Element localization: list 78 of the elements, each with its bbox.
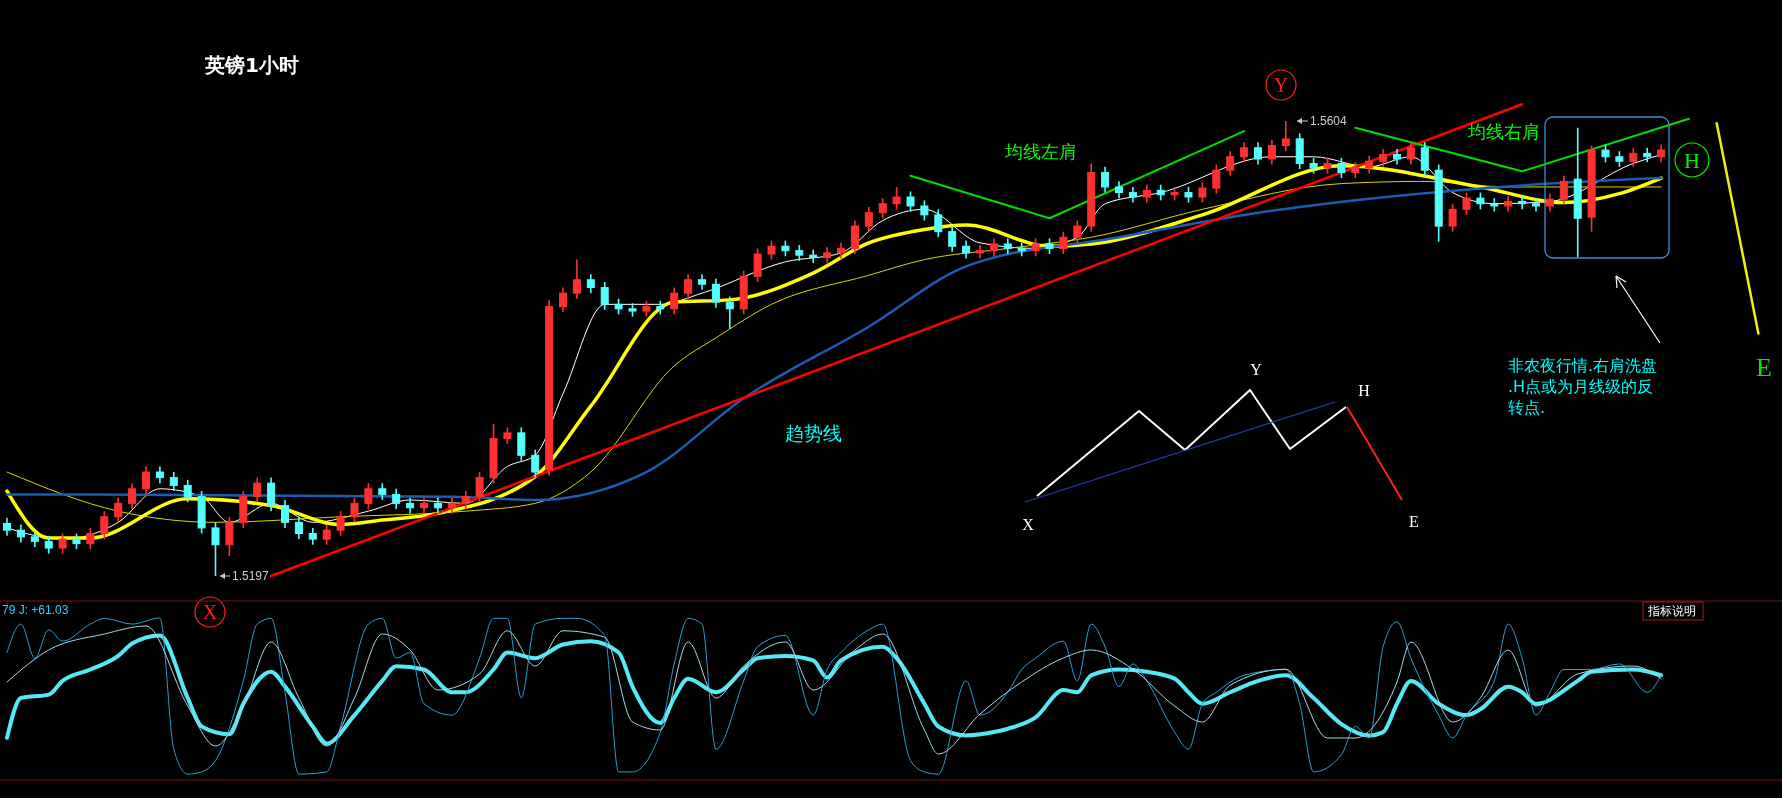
candlestick bbox=[1240, 141, 1249, 164]
text: Y bbox=[1273, 74, 1289, 96]
candlestick bbox=[1073, 219, 1082, 244]
candlestick bbox=[753, 247, 762, 283]
candlestick bbox=[1559, 174, 1568, 206]
annotation: X bbox=[1022, 516, 1035, 533]
candlestick bbox=[1281, 120, 1290, 152]
candlestick bbox=[350, 496, 359, 524]
candlestick bbox=[711, 277, 720, 309]
candlestick bbox=[1448, 202, 1457, 233]
candlestick bbox=[586, 273, 595, 294]
candlestick bbox=[281, 499, 289, 529]
candlestick bbox=[809, 248, 818, 264]
annotation: X bbox=[202, 601, 218, 623]
candlestick bbox=[684, 273, 693, 300]
annotation: H bbox=[1358, 382, 1371, 399]
candlestick bbox=[864, 206, 873, 233]
annotation: 非农夜行情.右肩洗盘.H点或为月线级的反转点. bbox=[1508, 356, 1658, 417]
candlestick bbox=[1226, 150, 1235, 177]
annotation: 1.5604 bbox=[1310, 114, 1348, 128]
candlestick bbox=[517, 426, 526, 462]
annotation: 趋势线 bbox=[785, 422, 842, 444]
annotation: 均线左肩 bbox=[1004, 141, 1077, 162]
candlestick bbox=[1420, 141, 1429, 177]
candlestick bbox=[294, 515, 303, 540]
candlestick bbox=[600, 281, 609, 311]
candlestick bbox=[1101, 166, 1110, 194]
text: 79 J: +61.03 bbox=[2, 603, 69, 617]
annotation: E bbox=[1409, 513, 1419, 530]
candlestick bbox=[128, 482, 137, 510]
candlestick bbox=[892, 186, 901, 211]
candlestick bbox=[253, 476, 262, 504]
candlestick bbox=[1017, 242, 1026, 258]
candlestick bbox=[531, 448, 540, 479]
annotation: 均线右肩 bbox=[1467, 121, 1540, 142]
annotation: E bbox=[1756, 353, 1772, 382]
candlestick bbox=[948, 225, 957, 253]
candlestick bbox=[336, 510, 345, 537]
candlestick bbox=[920, 199, 929, 222]
candlestick bbox=[1254, 141, 1262, 166]
candlestick bbox=[392, 488, 401, 510]
annotation: 指标说明 bbox=[1647, 604, 1696, 618]
candlestick bbox=[1518, 195, 1527, 211]
candlestick bbox=[1462, 191, 1471, 216]
candlestick bbox=[183, 479, 192, 504]
candlestick bbox=[1198, 181, 1207, 204]
candlestick bbox=[906, 190, 915, 213]
candlestick bbox=[1337, 157, 1346, 179]
candlestick bbox=[572, 258, 581, 300]
candlestick bbox=[169, 471, 178, 492]
candlestick bbox=[1406, 141, 1415, 166]
candlestick bbox=[86, 527, 95, 550]
candlestick bbox=[267, 476, 276, 512]
annotation: 1.5197 bbox=[232, 569, 270, 583]
candlestick bbox=[322, 523, 331, 546]
candlestick bbox=[1267, 139, 1276, 166]
candlestick bbox=[1059, 230, 1068, 255]
candlestick bbox=[364, 482, 373, 510]
candlestick bbox=[142, 465, 150, 496]
candlestick bbox=[725, 295, 734, 330]
candlestick bbox=[100, 510, 109, 540]
candlestick bbox=[1212, 163, 1221, 195]
candlestick bbox=[58, 532, 67, 555]
candlestick bbox=[934, 208, 943, 239]
chart-title: 英镑1小时 bbox=[204, 53, 299, 77]
candlestick bbox=[850, 219, 859, 255]
annotation: H bbox=[1684, 147, 1701, 173]
candlestick bbox=[1629, 147, 1638, 168]
candlestick bbox=[767, 239, 776, 261]
candlestick bbox=[559, 286, 567, 313]
candlestick bbox=[670, 286, 679, 316]
annotation: Y bbox=[1250, 361, 1263, 378]
candlestick bbox=[475, 471, 484, 504]
candlestick bbox=[976, 244, 984, 260]
candlestick bbox=[114, 496, 123, 524]
candlestick bbox=[878, 197, 887, 220]
candlestick bbox=[1532, 197, 1540, 213]
candlestick bbox=[225, 515, 234, 557]
